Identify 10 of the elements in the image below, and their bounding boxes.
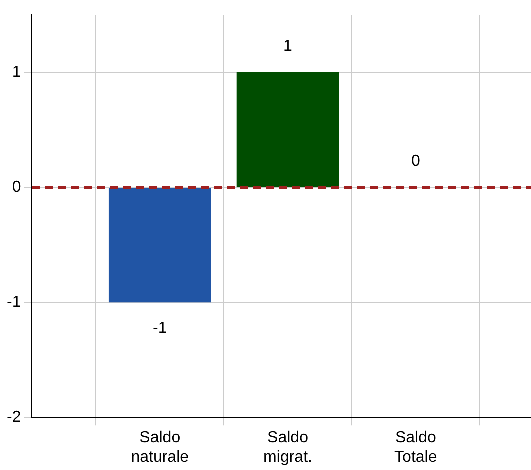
data-label: 1 — [284, 38, 293, 55]
x-tick-label: Saldo naturale — [131, 430, 190, 466]
x-tick-label: Saldo migrat. — [264, 430, 312, 466]
y-tick-label: -1 — [6, 294, 22, 311]
data-label: 0 — [411, 152, 420, 170]
data-label: -1 — [153, 320, 168, 337]
y-tick-label: 0 — [12, 178, 22, 196]
y-tick-label: -2 — [6, 409, 22, 426]
y-tick-label: 1 — [12, 64, 22, 81]
x-tick-label: Saldo Totale — [394, 430, 438, 466]
